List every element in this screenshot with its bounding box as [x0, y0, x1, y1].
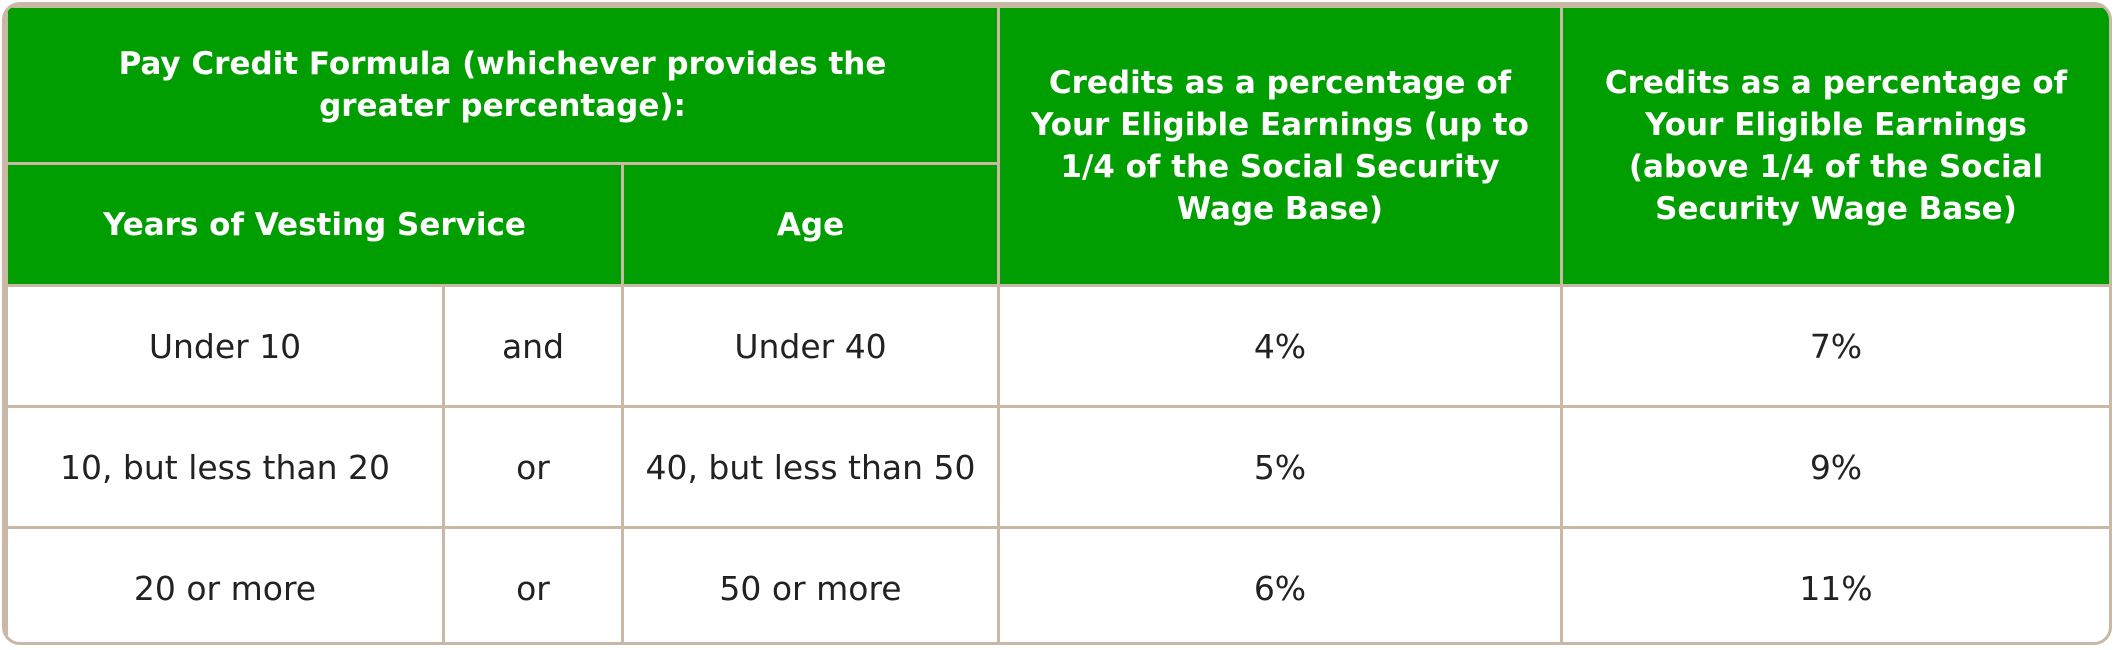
- table-row: 20 or more or 50 or more 6% 11%: [5, 526, 2109, 642]
- credits-high-cell: 9%: [1560, 405, 2109, 529]
- age-cell: Under 40: [621, 284, 1000, 408]
- credits-low-cell: 6%: [997, 526, 1563, 642]
- credits-low-header: Credits as a percentage of Your Eligible…: [997, 5, 1563, 287]
- connector-cell: or: [442, 405, 624, 529]
- connector-cell: and: [442, 284, 624, 408]
- years-cell: Under 10: [5, 284, 445, 408]
- formula-header: Pay Credit Formula (whichever provides t…: [5, 5, 1000, 165]
- age-cell: 40, but less than 50: [621, 405, 1000, 529]
- years-of-vesting-header: Years of Vesting Service: [5, 162, 624, 287]
- credits-high-cell: 11%: [1560, 526, 2109, 642]
- credits-high-cell: 7%: [1560, 284, 2109, 408]
- years-cell: 20 or more: [5, 526, 445, 642]
- credits-low-cell: 4%: [997, 284, 1563, 408]
- table-row: 10, but less than 20 or 40, but less tha…: [5, 405, 2109, 529]
- credits-high-header: Credits as a percentage of Your Eligible…: [1560, 5, 2109, 287]
- years-cell: 10, but less than 20: [5, 405, 445, 529]
- age-header: Age: [621, 162, 1000, 287]
- table-row: Under 10 and Under 40 4% 7%: [5, 284, 2109, 408]
- connector-cell: or: [442, 526, 624, 642]
- pay-credit-table: Pay Credit Formula (whichever provides t…: [5, 5, 2109, 642]
- credits-low-cell: 5%: [997, 405, 1563, 529]
- age-cell: 50 or more: [621, 526, 1000, 642]
